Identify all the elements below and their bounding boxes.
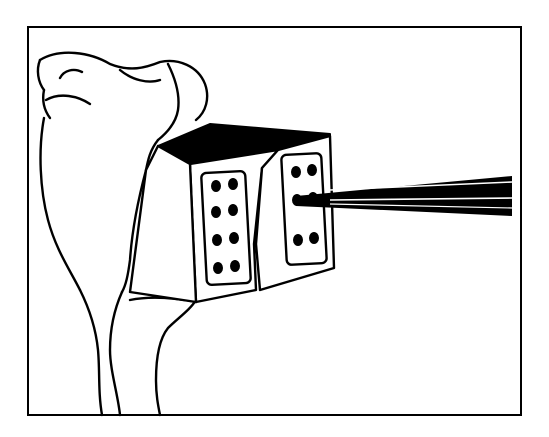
pin <box>228 204 238 216</box>
pin <box>230 260 240 272</box>
connector-side-face <box>128 144 198 304</box>
probe <box>296 176 513 216</box>
pin <box>211 206 221 218</box>
right-pin-window <box>280 152 328 266</box>
hand <box>36 51 209 417</box>
pin <box>211 180 221 192</box>
pin <box>307 164 317 176</box>
pin <box>228 178 238 190</box>
probe-shaft <box>296 176 512 216</box>
left-pin-window <box>200 169 252 287</box>
pin <box>213 262 223 274</box>
pin <box>291 166 301 178</box>
left-pins <box>211 178 240 274</box>
pin <box>293 234 303 246</box>
pin <box>309 232 319 244</box>
pin <box>229 232 239 244</box>
pin <box>212 234 222 246</box>
